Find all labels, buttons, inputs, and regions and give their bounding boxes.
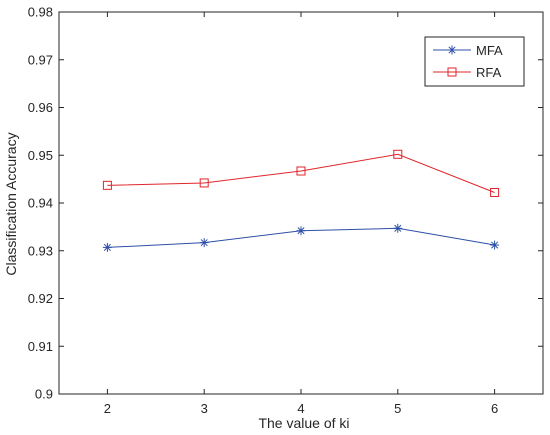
x-tick-label: 5: [394, 401, 401, 416]
y-tick-label: 0.92: [28, 291, 53, 306]
x-axis-label: The value of ki: [258, 415, 349, 431]
data-point-rfa: [102, 180, 112, 190]
data-point-mfa: [296, 226, 306, 236]
legend-box: [424, 36, 525, 87]
legend-item-mfa: MFA: [433, 43, 503, 58]
data-point-mfa: [102, 242, 112, 252]
data-point-mfa: [393, 223, 403, 233]
axis-ticks: 2 3 4 5 6 0.9 0.91 0.92 0.93 0.94 0.95 0.96 0.97 0.98: [28, 5, 543, 416]
marker-stroke: [448, 46, 456, 54]
data-point-rfa: [490, 187, 500, 197]
y-axis-label: Classification Accuracy: [3, 132, 19, 275]
series-rfa: [102, 149, 500, 197]
data-point-rfa: [199, 178, 209, 188]
x-tick-label: 3: [201, 401, 208, 416]
y-tick-label: 0.94: [28, 196, 53, 211]
legend-label-rfa: RFA: [476, 65, 502, 80]
marker-stroke: [200, 239, 208, 247]
marker-stroke: [491, 241, 499, 249]
y-tick-label: 0.98: [28, 5, 53, 20]
x-tick-label: 6: [491, 401, 498, 416]
legend-label-mfa: MFA: [476, 43, 503, 58]
y-tick-label: 0.96: [28, 100, 53, 115]
legend-marker-mfa: [447, 45, 457, 55]
data-point-rfa: [296, 166, 306, 176]
data-point-mfa: [490, 240, 500, 250]
series-mfa: [102, 223, 500, 252]
x-tick-label: 2: [104, 401, 111, 416]
y-tick-label: 0.95: [28, 148, 53, 163]
y-tick-label: 0.93: [28, 243, 53, 258]
legend-item-rfa: RFA: [433, 65, 502, 80]
y-tick-label: 0.9: [35, 387, 53, 402]
x-tick-label: 4: [297, 401, 304, 416]
series-group: [102, 149, 500, 252]
marker-stroke: [103, 243, 111, 251]
data-point-mfa: [199, 238, 209, 248]
series-line-rfa: [107, 153, 495, 193]
legend: MFA RFA: [424, 36, 525, 87]
data-point-rfa: [393, 149, 403, 159]
y-tick-label: 0.97: [28, 52, 53, 67]
y-tick-label: 0.91: [28, 339, 53, 354]
marker-stroke: [394, 224, 402, 232]
legend-marker-rfa: [447, 67, 457, 77]
marker-stroke: [297, 227, 305, 235]
